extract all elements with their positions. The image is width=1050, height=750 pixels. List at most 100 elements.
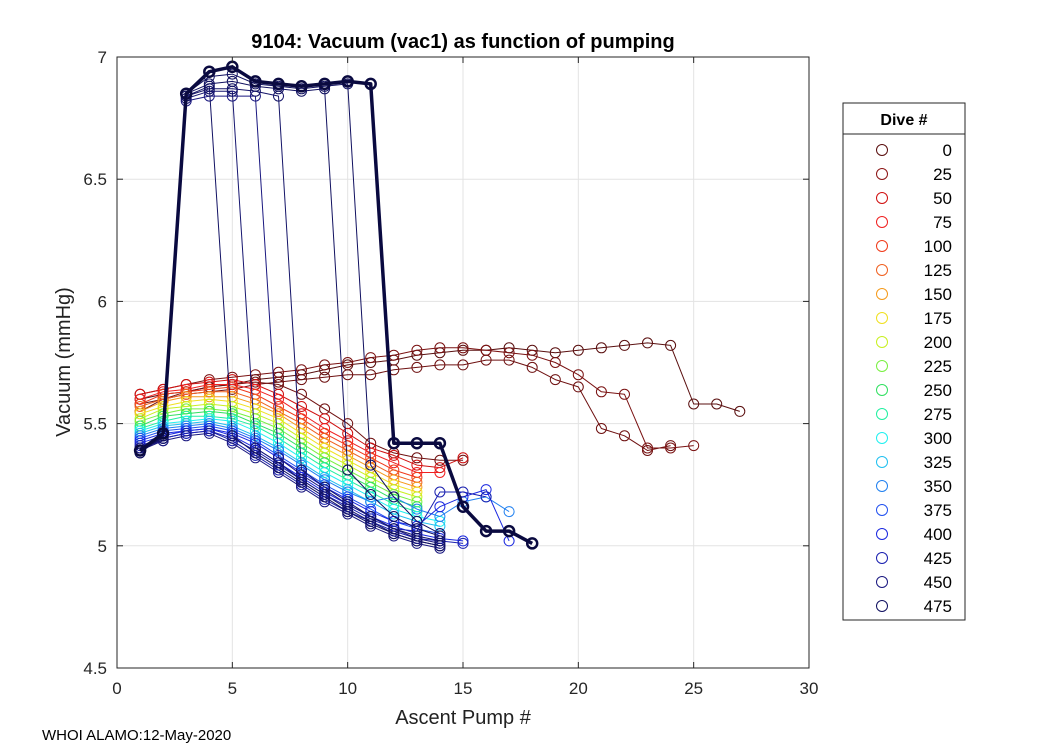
data-point bbox=[226, 75, 238, 87]
data-point bbox=[319, 371, 331, 383]
legend-entry: 425 bbox=[876, 549, 952, 568]
data-point bbox=[203, 391, 215, 403]
legend-label: 450 bbox=[924, 573, 952, 592]
legend-entry: 0 bbox=[876, 141, 952, 160]
data-point bbox=[434, 501, 446, 513]
legend-entry: 400 bbox=[876, 525, 952, 544]
legend-marker bbox=[876, 528, 888, 540]
legend-entry: 325 bbox=[876, 453, 952, 472]
data-point bbox=[272, 77, 285, 91]
legend-box bbox=[842, 102, 966, 621]
data-point bbox=[411, 523, 423, 535]
data-point bbox=[249, 75, 262, 88]
data-point bbox=[226, 379, 238, 390]
data-point bbox=[319, 489, 331, 500]
legend-label: 350 bbox=[924, 477, 952, 496]
legend-marker bbox=[876, 192, 888, 204]
legend-marker bbox=[876, 408, 888, 420]
legend-entry: 150 bbox=[876, 285, 952, 304]
data-point bbox=[642, 337, 653, 349]
data-point bbox=[226, 83, 238, 95]
data-point bbox=[572, 344, 584, 356]
legend-marker bbox=[876, 168, 888, 180]
legend-marker bbox=[876, 600, 888, 612]
data-point bbox=[433, 436, 447, 450]
data-point bbox=[595, 386, 607, 398]
highlight-series bbox=[133, 60, 539, 550]
data-point bbox=[526, 361, 538, 373]
data-point bbox=[388, 511, 400, 522]
legend-marker bbox=[876, 216, 888, 228]
y-tick-label: 6.5 bbox=[83, 170, 107, 189]
data-point bbox=[665, 442, 677, 454]
legend-entries: 0 25 50 75 100 125 150 175 200 225 250 275 300 325 350… bbox=[876, 141, 952, 616]
legend-entry: 75 bbox=[876, 213, 952, 232]
footer-text: WHOI ALAMO:12-May-2020 bbox=[42, 727, 232, 744]
data-point bbox=[457, 537, 469, 549]
legend-label: 225 bbox=[924, 357, 952, 376]
legend-entry: 25 bbox=[876, 165, 952, 184]
y-tick-label: 6 bbox=[98, 292, 107, 311]
data-point bbox=[342, 357, 354, 368]
data-point bbox=[296, 464, 307, 476]
legend-label: 25 bbox=[933, 165, 952, 184]
data-point bbox=[456, 500, 470, 513]
data-point bbox=[342, 369, 354, 381]
data-point bbox=[342, 464, 354, 476]
data-point bbox=[226, 68, 238, 80]
legend-label: 50 bbox=[933, 189, 952, 208]
data-point bbox=[411, 515, 423, 527]
data-point bbox=[642, 445, 653, 456]
data-point bbox=[365, 352, 377, 364]
data-point bbox=[411, 344, 423, 356]
data-point bbox=[249, 447, 261, 459]
legend-entry: 225 bbox=[876, 357, 952, 376]
legend-entry: 375 bbox=[876, 501, 952, 520]
data-point bbox=[525, 537, 539, 550]
data-point bbox=[318, 77, 331, 91]
data-point bbox=[180, 430, 192, 442]
data-point bbox=[364, 77, 377, 91]
legend-title: Dive # bbox=[880, 112, 927, 129]
legend-entry: 475 bbox=[876, 597, 952, 616]
data-point bbox=[365, 518, 377, 530]
legend-label: 300 bbox=[924, 429, 952, 448]
data-point bbox=[134, 393, 146, 405]
data-point bbox=[342, 506, 354, 518]
legend-marker bbox=[876, 264, 888, 276]
data-point bbox=[434, 528, 446, 540]
x-tick-label: 30 bbox=[800, 679, 819, 698]
data-point bbox=[341, 75, 354, 88]
data-point bbox=[480, 484, 492, 496]
legend: Dive # 0 25 50 75 100 125 150 175 200 225 250 275 30… bbox=[842, 102, 966, 621]
data-point bbox=[249, 449, 261, 461]
data-point bbox=[180, 427, 192, 439]
data-point bbox=[203, 78, 215, 90]
data-point bbox=[503, 506, 515, 518]
legend-label: 75 bbox=[933, 213, 952, 232]
legend-label: 325 bbox=[924, 453, 952, 472]
data-point bbox=[479, 524, 493, 538]
data-point bbox=[411, 503, 423, 515]
data-point bbox=[411, 361, 423, 373]
data-point bbox=[296, 476, 307, 488]
legend-label: 275 bbox=[924, 405, 952, 424]
legend-marker bbox=[876, 240, 888, 252]
data-point bbox=[388, 491, 400, 503]
data-point bbox=[480, 344, 492, 356]
data-point bbox=[273, 393, 284, 405]
data-point bbox=[387, 436, 401, 450]
data-point bbox=[619, 339, 630, 351]
data-point bbox=[156, 427, 170, 440]
legend-marker bbox=[876, 312, 888, 324]
data-point bbox=[688, 440, 700, 452]
series-line bbox=[139, 347, 694, 449]
x-tick-label: 0 bbox=[112, 679, 121, 698]
legend-entry: 200 bbox=[876, 333, 952, 352]
legend-marker bbox=[876, 360, 888, 372]
data-point bbox=[388, 508, 400, 520]
data-point bbox=[549, 357, 561, 368]
data-point bbox=[503, 354, 515, 366]
legend-label: 475 bbox=[924, 597, 952, 616]
y-tick-label: 4.5 bbox=[83, 659, 107, 678]
